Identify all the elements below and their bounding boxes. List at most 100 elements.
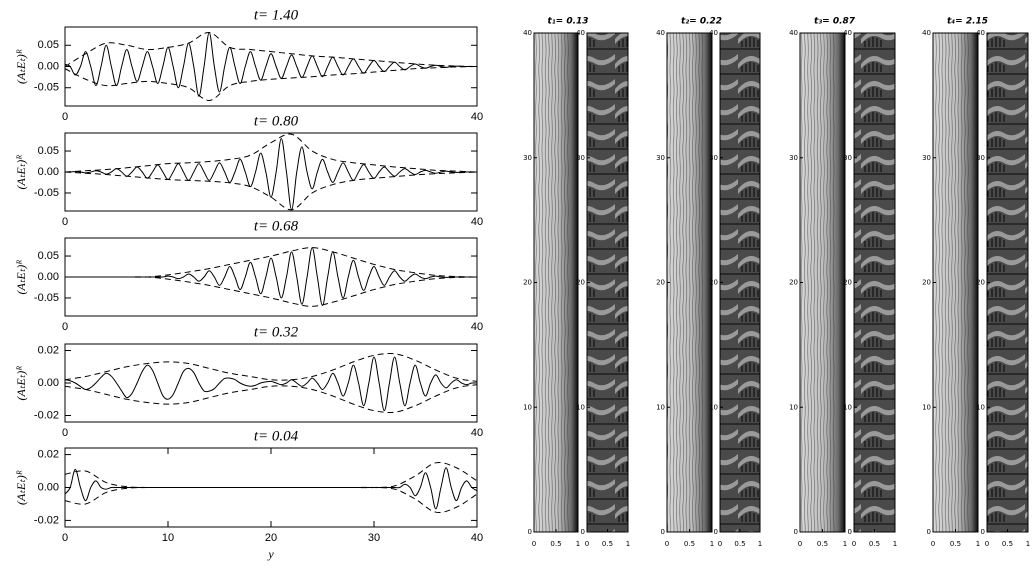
y-tick-label: 10 [976,403,985,411]
x-tick-label: 0 [852,540,856,548]
panel-title: t₄= 2.15 [947,17,988,27]
y-tick-label: 40 [843,29,852,37]
x-tick-label: 1 [710,540,714,548]
x-tick-label: 0 [798,540,802,548]
y-tick-label: 20 [709,279,718,287]
y-tick-label: 30 [656,154,665,162]
y-tick-label: 20 [656,279,665,287]
image-field [720,33,760,532]
wave-line [64,356,478,412]
envelope-line [64,384,478,414]
plot-frame [64,343,478,423]
y-tick-label: -0.05 [34,187,59,199]
x-tick-label: 0.5 [602,540,613,548]
x-tick-label: 0.5 [550,540,561,548]
y-tick-label: 0 [794,528,798,536]
y-tick-label: 0.00 [38,166,59,178]
y-tick-label: 30 [576,154,585,162]
x-tick-label: 0 [718,540,722,548]
y-tick-label: -0.05 [34,292,59,304]
y-axis-label: (AₜEₜ)ᴿ [14,260,28,295]
contour-lines [534,33,570,532]
x-tick-label: 1 [758,540,762,548]
x-tick-label: 40 [471,111,483,123]
panel-title: t= 1.40 [254,7,299,23]
x-tick-label: 0 [62,111,68,123]
x-tick-label: 1 [976,540,980,548]
x-tick-label: 0 [62,321,68,333]
contour-lines [667,33,703,532]
y-tick-label: 40 [576,29,585,37]
envelope-line [64,171,478,211]
y-tick-label: 0 [927,528,931,536]
y-tick-label: 0 [848,528,852,536]
x-tick-label: 0 [585,540,589,548]
x-tick-label: 30 [368,532,380,544]
x-tick-label: 0 [931,540,935,548]
image-field [587,33,628,532]
x-tick-label: 10 [162,532,174,544]
wave-line [64,32,477,97]
y-tick-label: 0 [714,528,718,536]
y-tick-label: 10 [523,403,532,411]
envelope-line [64,66,478,101]
y-tick-label: 0 [661,528,665,536]
y-tick-label: 0.05 [38,39,59,51]
y-tick-label: 40 [976,29,985,37]
y-tick-label: 40 [789,29,798,37]
envelope-line [64,32,478,67]
y-tick-label: 30 [976,154,985,162]
y-tick-label: -0.02 [34,409,59,421]
y-tick-label: 10 [789,403,798,411]
y-tick-label: -0.02 [34,514,59,526]
y-tick-label: 0.05 [38,250,59,262]
y-axis-label: (AₜEₜ)ᴿ [14,49,28,84]
envelope-line [64,462,478,489]
x-tick-label: 0.5 [817,540,828,548]
y-tick-label: 30 [789,154,798,162]
envelope-line [64,352,478,382]
panel-title: t₁= 0.13 [547,17,588,27]
x-tick-label: 40 [471,532,483,544]
y-tick-label: 20 [523,279,532,287]
y-tick-label: 10 [656,403,665,411]
y-tick-label: 40 [922,29,931,37]
x-tick-label: 0.5 [950,540,961,548]
panel-title: t₂= 0.22 [681,17,722,27]
image-field [854,33,895,532]
y-tick-label: 20 [976,279,985,287]
y-axis-label: (AₜEₜ)ᴿ [14,366,28,401]
x-tick-label: 0 [62,427,68,439]
y-tick-label: 0.02 [38,344,59,356]
y-tick-label: 10 [709,403,718,411]
x-tick-label: 40 [471,427,483,439]
y-tick-label: 40 [523,29,532,37]
panel-title: t= 0.32 [254,324,299,340]
x-tick-label: 0 [532,540,536,548]
contour-lines [933,33,969,532]
y-tick-label: 0 [981,528,985,536]
y-tick-label: 20 [576,279,585,287]
y-tick-label: 30 [523,154,532,162]
y-tick-label: 10 [576,403,585,411]
x-tick-label: 1 [626,540,630,548]
y-axis-label: (AₜEₜ)ᴿ [14,155,28,190]
image-field [987,33,1028,532]
y-tick-label: 0.05 [38,145,59,157]
y-tick-label: 0.00 [38,481,59,493]
x-tick-label: 1 [843,540,847,548]
y-tick-label: 0 [528,528,532,536]
y-tick-label: -0.05 [34,82,59,94]
x-tick-label: 0.5 [734,540,745,548]
y-tick-label: 20 [843,279,852,287]
x-tick-label: 20 [265,532,277,544]
y-tick-label: 40 [656,29,665,37]
x-tick-label: 0 [62,532,68,544]
y-tick-label: 0.00 [38,271,59,283]
envelope-line [64,486,478,513]
x-tick-label: 0.5 [1002,540,1013,548]
y-tick-label: 30 [922,154,931,162]
y-tick-label: 20 [922,279,931,287]
